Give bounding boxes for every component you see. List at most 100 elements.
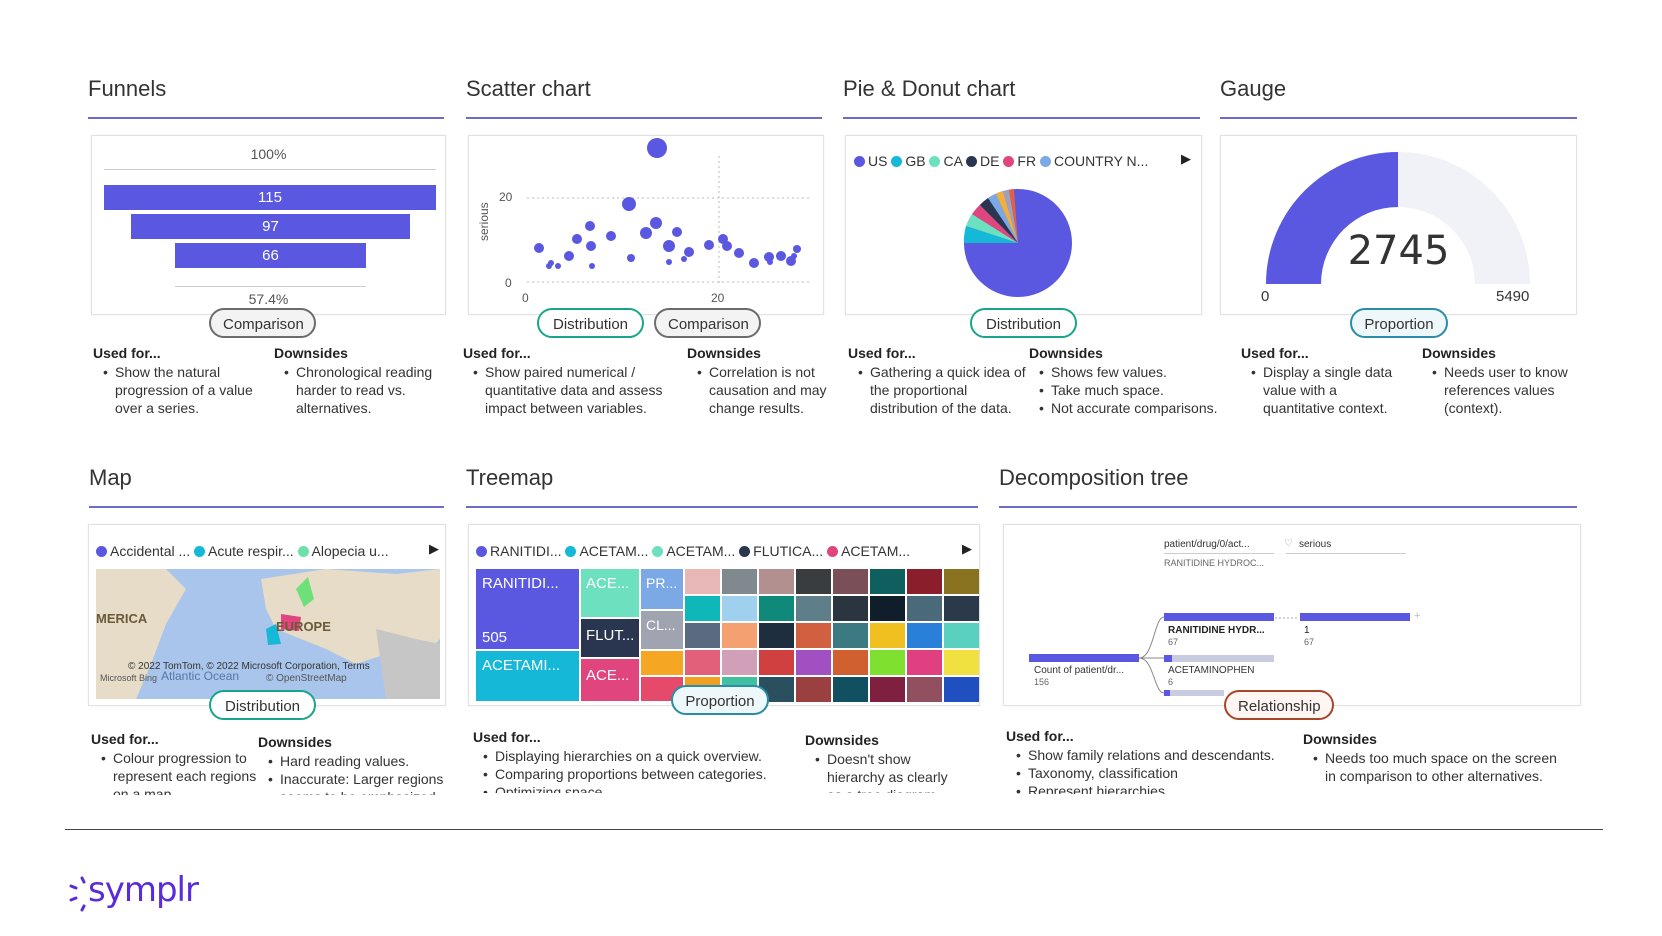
treemap-tile[interactable] (870, 596, 905, 621)
legend-item[interactable]: Accidental ... (96, 543, 190, 559)
treemap-area[interactable]: RANITIDI... 505 ACETAMI... ACE... FLUT..… (476, 569, 979, 702)
funnel-bar-1[interactable]: 115 (104, 185, 436, 210)
legend-item[interactable]: US (854, 153, 887, 169)
gauge-arc[interactable] (1261, 144, 1536, 289)
treemap-tile[interactable] (722, 650, 757, 675)
treemap-tile[interactable] (722, 596, 757, 621)
decomp-field1[interactable]: patient/drug/0/act... (1164, 539, 1250, 550)
legend-item[interactable]: CA (929, 153, 962, 169)
scatter-point[interactable] (572, 234, 582, 244)
treemap-tile[interactable] (907, 623, 942, 648)
scatter-point[interactable] (555, 263, 561, 269)
map-canvas[interactable]: MERICA EUROPE Atlantic Ocean © 2022 TomT… (96, 569, 440, 699)
treemap-tile[interactable] (796, 596, 831, 621)
treemap-tile[interactable]: ACE... (581, 569, 639, 617)
scatter-point[interactable] (548, 260, 554, 266)
scatter-point[interactable] (647, 138, 667, 158)
scatter-point[interactable] (640, 227, 652, 239)
legend-item[interactable]: Acute respir... (194, 543, 294, 559)
scatter-point[interactable] (666, 259, 672, 265)
treemap-tile[interactable] (944, 650, 979, 675)
decomp-node-bar[interactable] (1164, 613, 1274, 621)
treemap-tile[interactable] (759, 650, 794, 675)
scatter-point[interactable] (793, 245, 801, 253)
treemap-tile[interactable] (796, 650, 831, 675)
scatter-point[interactable] (589, 263, 595, 269)
treemap-tile[interactable]: FLUT... (581, 619, 639, 657)
treemap-tile[interactable] (907, 677, 942, 702)
treemap-tile[interactable] (907, 569, 942, 594)
scatter-point[interactable] (672, 227, 682, 237)
treemap-tile[interactable]: PR... (641, 569, 683, 609)
legend-item[interactable]: GB (891, 153, 926, 169)
legend-item[interactable]: Alopecia u... (297, 543, 389, 559)
treemap-tile[interactable] (641, 651, 683, 675)
treemap-tile[interactable]: ACE... (581, 659, 639, 701)
treemap-tile[interactable] (759, 569, 794, 594)
treemap-legend[interactable]: RANITIDI... ACETAM... ACETAM... FLUTICA.… (476, 543, 910, 559)
treemap-tile[interactable] (870, 569, 905, 594)
treemap-tile[interactable] (685, 569, 720, 594)
scatter-point[interactable] (564, 251, 574, 261)
treemap-tile[interactable] (870, 623, 905, 648)
treemap-tile[interactable] (870, 677, 905, 702)
treemap-tile[interactable] (944, 596, 979, 621)
decomp-card[interactable]: patient/drug/0/act... RANITIDINE HYDROC.… (1003, 524, 1581, 706)
scatter-point[interactable] (791, 253, 797, 259)
legend-next-icon[interactable]: ▶ (1181, 151, 1191, 166)
treemap-tile[interactable] (833, 650, 868, 675)
scatter-point[interactable] (650, 217, 662, 229)
expand-plus-icon[interactable]: + (1414, 610, 1421, 622)
treemap-tile[interactable] (759, 596, 794, 621)
treemap-tile[interactable] (944, 569, 979, 594)
legend-item[interactable]: ACETAM... (565, 543, 648, 559)
map-attribution-osm[interactable]: © OpenStreetMap (266, 673, 347, 684)
treemap-tile[interactable] (907, 596, 942, 621)
scatter-point[interactable] (722, 241, 732, 251)
treemap-tile[interactable] (685, 596, 720, 621)
treemap-card[interactable]: RANITIDI... ACETAM... ACETAM... FLUTICA.… (468, 524, 980, 706)
funnel-bar-3[interactable]: 66 (175, 243, 366, 268)
pie-card[interactable]: US GB CA DE FR COUNTRY N... ▶ (845, 135, 1202, 315)
treemap-tile[interactable] (907, 650, 942, 675)
scatter-point[interactable] (734, 248, 744, 258)
treemap-tile[interactable] (796, 569, 831, 594)
scatter-point[interactable] (586, 241, 596, 251)
treemap-tile[interactable] (722, 569, 757, 594)
pie-chart[interactable] (963, 188, 1073, 298)
treemap-tile[interactable]: ACETAMI... (476, 651, 579, 701)
treemap-tile[interactable] (833, 596, 868, 621)
scatter-point[interactable] (585, 221, 595, 231)
scatter-point[interactable] (767, 259, 773, 265)
legend-item[interactable]: COUNTRY N... (1039, 153, 1148, 169)
legend-item[interactable]: FR (1003, 153, 1036, 169)
scatter-point[interactable] (776, 251, 786, 261)
funnels-card[interactable]: 100% 115 97 66 57.4% (91, 135, 446, 315)
scatter-card[interactable]: serious 20 0 0 20 (468, 135, 824, 315)
scatter-point[interactable] (749, 258, 759, 268)
treemap-tile[interactable] (685, 650, 720, 675)
legend-item[interactable]: FLUTICA... (739, 543, 823, 559)
treemap-tile[interactable] (796, 677, 831, 702)
legend-item[interactable]: ACETAM... (827, 543, 910, 559)
decomp-node-bar[interactable] (1300, 613, 1410, 621)
decomp-node-bar[interactable] (1164, 690, 1224, 696)
treemap-tile[interactable]: CL... (641, 611, 683, 649)
map-legend[interactable]: Accidental ... Acute respir... Alopecia … (96, 543, 389, 559)
treemap-tile[interactable] (759, 623, 794, 648)
legend-next-icon[interactable]: ▶ (429, 541, 439, 556)
pie-legend[interactable]: US GB CA DE FR COUNTRY N... (854, 153, 1148, 169)
scatter-point[interactable] (627, 254, 635, 262)
scatter-point[interactable] (681, 256, 687, 262)
treemap-tile[interactable] (722, 623, 757, 648)
treemap-tile[interactable] (796, 623, 831, 648)
funnel-bar-2[interactable]: 97 (131, 214, 410, 239)
treemap-tile[interactable] (833, 569, 868, 594)
treemap-tile[interactable] (833, 623, 868, 648)
scatter-point[interactable] (606, 231, 616, 241)
legend-next-icon[interactable]: ▶ (962, 541, 972, 556)
decomp-field2[interactable]: serious (1299, 539, 1332, 550)
treemap-tile[interactable] (944, 623, 979, 648)
treemap-tile[interactable] (833, 677, 868, 702)
treemap-tile[interactable] (870, 650, 905, 675)
